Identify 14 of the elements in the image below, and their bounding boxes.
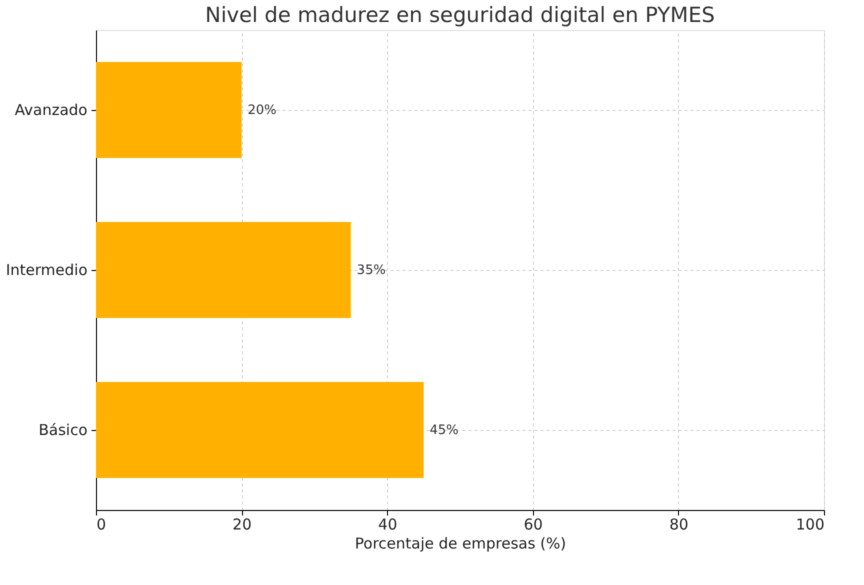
x-tick-label: 0 (96, 516, 106, 534)
x-tick-label: 20 (232, 516, 252, 534)
y-tick-label: Avanzado (14, 101, 88, 119)
data-label: 35% (356, 263, 386, 278)
x-tick-label: 40 (378, 516, 398, 534)
y-tick-label: Intermedio (6, 261, 88, 279)
x-axis-title: Porcentaje de empresas (%) (354, 534, 566, 552)
data-label: 20% (248, 103, 277, 118)
data-label: 45% (430, 423, 459, 438)
chart-title: Nivel de madurez en seguridad digital en PYMES (205, 3, 715, 27)
x-tick-label: 60 (524, 516, 543, 534)
y-tick-label: Básico (38, 421, 88, 439)
x-tick-label: 100 (796, 516, 824, 534)
x-tick-label: 80 (669, 516, 688, 534)
